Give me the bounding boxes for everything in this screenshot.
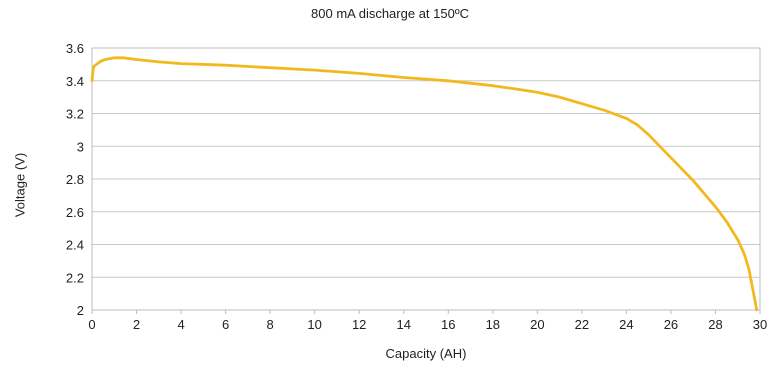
x-tick-label: 10 (307, 317, 321, 332)
tick-labels: 22.22.42.62.833.23.43.60 2 4 6 8 10 12 14 16 18 20… (66, 41, 767, 332)
x-tick-label: 24 (619, 317, 633, 332)
y-tick-label: 2.2 (66, 270, 84, 285)
plot-frame (91, 47, 761, 311)
y-tick-label: 2.8 (66, 172, 84, 187)
y-tick-label: 3.2 (66, 107, 84, 122)
x-tick-label: 20 (530, 317, 544, 332)
y-tick-label: 3.6 (66, 41, 84, 56)
x-tick-label: 14 (396, 317, 410, 332)
x-tick-label: 2 (133, 317, 140, 332)
x-tick-label: 26 (664, 317, 678, 332)
x-tick-label: 28 (708, 317, 722, 332)
x-tick-label: 4 (177, 317, 184, 332)
y-tick-label: 3.4 (66, 74, 84, 89)
x-tick-label: 6 (222, 317, 229, 332)
x-tick-label: 18 (486, 317, 500, 332)
grid (92, 47, 760, 311)
voltage-series-line (90, 56, 759, 312)
y-tick-label: 2.6 (66, 205, 84, 220)
x-tick-label: 8 (267, 317, 274, 332)
y-tick-label: 2 (77, 303, 84, 318)
chart-title: 800 mA discharge at 150ºC (311, 6, 469, 21)
x-tick-label: 22 (575, 317, 589, 332)
x-axis-label: Capacity (AH) (385, 346, 467, 361)
y-tick-label: 3 (77, 139, 84, 154)
x-tick-label: 12 (352, 317, 366, 332)
x-tick-label: 30 (753, 317, 767, 332)
y-tick-label: 2.4 (66, 238, 84, 253)
x-tick-label: 0 (88, 317, 95, 332)
x-tick-label: 16 (441, 317, 455, 332)
